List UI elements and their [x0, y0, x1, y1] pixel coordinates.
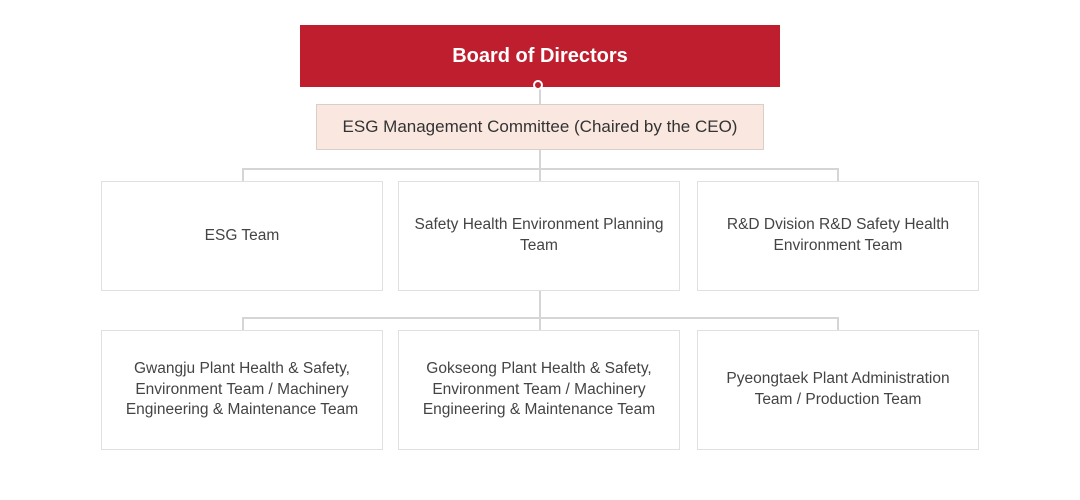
- team-node: R&D Dvision R&D Safety Health Environmen…: [697, 181, 979, 291]
- connector-line: [539, 291, 541, 318]
- connector-line: [242, 168, 244, 181]
- team-label: Pyeongtaek Plant Administration Team / P…: [712, 369, 964, 411]
- connector-line: [242, 317, 244, 330]
- connector-line: [837, 317, 839, 330]
- team-node: Gokseong Plant Health & Safety, Environm…: [398, 330, 680, 450]
- board-of-directors-label: Board of Directors: [452, 43, 628, 70]
- team-label: R&D Dvision R&D Safety Health Environmen…: [712, 215, 964, 257]
- connector-line: [837, 168, 839, 181]
- connector-dot: [533, 80, 543, 90]
- board-of-directors-node: Board of Directors: [300, 25, 780, 87]
- team-node: Pyeongtaek Plant Administration Team / P…: [697, 330, 979, 450]
- esg-committee-label: ESG Management Committee (Chaired by the…: [343, 116, 738, 139]
- team-label: Safety Health Environment Planning Team: [413, 215, 665, 257]
- team-node: Gwangju Plant Health & Safety, Environme…: [101, 330, 383, 450]
- connector-line: [539, 317, 541, 330]
- team-node: Safety Health Environment Planning Team: [398, 181, 680, 291]
- team-label: Gwangju Plant Health & Safety, Environme…: [116, 359, 368, 422]
- team-label: Gokseong Plant Health & Safety, Environm…: [413, 359, 665, 422]
- team-node: ESG Team: [101, 181, 383, 291]
- org-chart: Board of Directors ESG Management Commit…: [0, 0, 1080, 500]
- team-label: ESG Team: [205, 226, 280, 247]
- connector-line: [539, 168, 541, 181]
- connector-line: [539, 150, 541, 169]
- esg-committee-node: ESG Management Committee (Chaired by the…: [316, 104, 764, 150]
